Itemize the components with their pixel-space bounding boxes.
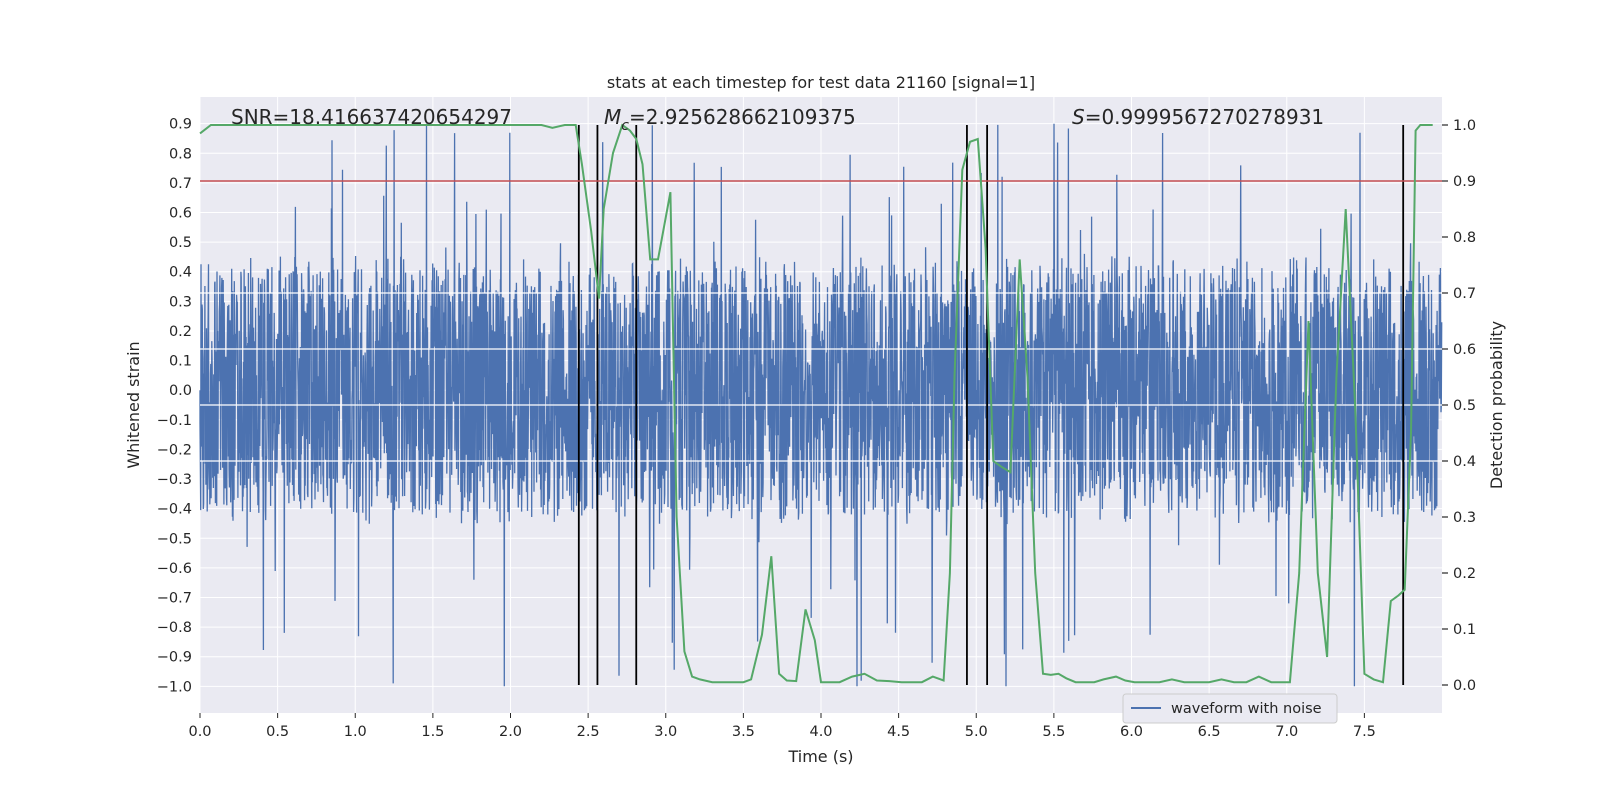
right-grid (200, 292, 1442, 462)
mc-value: =2.925628662109375 (629, 105, 856, 129)
y-left-tick-label: 0.0 (169, 383, 192, 399)
y-right-tick-label: 1.0 (1453, 118, 1476, 134)
y-right-tick-label: 0.7 (1453, 286, 1476, 302)
y-left-tick-label: −0.9 (157, 650, 192, 666)
y-axis-left-label: Whitened strain (124, 341, 143, 468)
waveform-line (199, 123, 1443, 687)
y-left-tick-label: −1.0 (157, 679, 192, 695)
y-right-ticks: 1.0 0.9 0.8 0.7 0.6 0.5 0.4 0.3 0.2 0.1 0.0 (1442, 118, 1476, 694)
x-tick-label: 5.0 (965, 724, 988, 740)
y-left-tick-label: 0.1 (169, 354, 192, 370)
x-tick-label: 6.0 (1120, 724, 1143, 740)
x-tick-label: 3.0 (654, 724, 677, 740)
probability-series (199, 123, 1433, 684)
snr-annotation: SNR=18.416637420654297 (231, 105, 512, 129)
x-tick-label: 1.0 (344, 724, 367, 740)
y-right-tick-label: 0.8 (1453, 230, 1476, 246)
x-tick-label: 0.0 (188, 724, 211, 740)
x-tick-label: 4.5 (887, 724, 910, 740)
y-left-tick-label: 0.9 (169, 117, 192, 133)
y-left-ticks: 0.9 0.8 0.7 0.6 0.5 0.4 0.3 0.2 0.1 0.0 −0.1 −0.2 −0… (157, 117, 192, 696)
x-tick-label: 5.5 (1042, 724, 1065, 740)
legend-label: waveform with noise (1171, 701, 1322, 717)
y-right-tick-label: 0.6 (1453, 342, 1476, 358)
y-left-tick-label: 0.2 (169, 324, 192, 340)
y-left-tick-label: −0.6 (157, 561, 192, 577)
y-right-tick-label: 0.9 (1453, 174, 1476, 190)
y-left-tick-label: −0.2 (157, 442, 192, 458)
mc-symbol: M (604, 105, 621, 129)
y-left-tick-label: 0.7 (169, 176, 192, 192)
y-right-tick-label: 0.2 (1453, 566, 1476, 582)
x-tick-label: 0.5 (266, 724, 289, 740)
legend-box (1122, 693, 1338, 724)
x-tick-label: 1.5 (421, 724, 444, 740)
y-left-tick-label: −0.7 (157, 591, 192, 607)
legend: waveform with noise (1122, 693, 1338, 724)
y-left-tick-label: −0.8 (157, 620, 192, 636)
vertical-markers (577, 125, 1405, 685)
probability-line (199, 123, 1433, 684)
y-left-tick-label: −0.3 (157, 472, 192, 488)
significance-annotation: S=0.9999567270278931 (1072, 105, 1324, 129)
y-left-tick-label: 0.6 (169, 206, 192, 222)
y-left-tick-label: 0.8 (169, 146, 192, 162)
y-right-tick-label: 0.0 (1453, 678, 1476, 694)
x-tick-label: 7.5 (1353, 724, 1376, 740)
y-axis-right-label: Detection probability (1487, 321, 1506, 489)
x-axis-label: Time (s) (787, 747, 853, 766)
chirp-mass-annotation: Mc=2.925628662109375 (604, 105, 856, 134)
y-right-tick-label: 0.5 (1453, 398, 1476, 414)
mc-subscript: c (621, 118, 629, 134)
y-left-tick-label: 0.4 (169, 265, 192, 281)
y-right-tick-label: 0.1 (1453, 622, 1476, 638)
x-tick-label: 7.0 (1275, 724, 1298, 740)
y-left-tick-label: −0.5 (157, 531, 192, 547)
x-tick-label: 3.5 (732, 724, 755, 740)
s-value: =0.9999567270278931 (1085, 105, 1324, 129)
y-left-tick-label: −0.4 (157, 502, 192, 518)
x-tick-label: 2.5 (577, 724, 600, 740)
x-tick-label: 2.0 (499, 724, 522, 740)
x-tick-label: 6.5 (1198, 724, 1221, 740)
y-left-tick-label: 0.3 (169, 294, 192, 310)
waveform-series (199, 123, 1443, 687)
s-symbol: S (1072, 105, 1085, 129)
x-axis-ticks: 0.0 0.5 1.0 1.5 2.0 2.5 3.0 3.5 4.0 4.5 5.0 5.5 6.0 6… (188, 713, 1376, 740)
y-left-tick-label: −0.1 (157, 413, 192, 429)
y-right-tick-label: 0.3 (1453, 510, 1476, 526)
y-right-tick-label: 0.4 (1453, 454, 1476, 470)
chart-title: stats at each timestep for test data 211… (607, 73, 1035, 92)
x-tick-label: 4.0 (809, 724, 832, 740)
y-left-tick-label: 0.5 (169, 235, 192, 251)
